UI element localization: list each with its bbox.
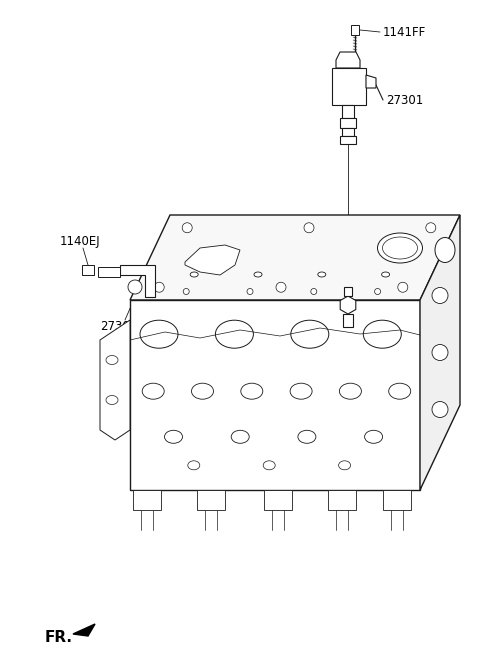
Polygon shape: [332, 68, 366, 105]
Ellipse shape: [106, 356, 118, 364]
Polygon shape: [366, 75, 376, 88]
Ellipse shape: [383, 237, 418, 259]
Text: FR.: FR.: [45, 631, 73, 646]
Ellipse shape: [363, 320, 401, 348]
Ellipse shape: [338, 461, 350, 470]
Polygon shape: [420, 215, 460, 490]
Circle shape: [276, 282, 286, 293]
Polygon shape: [340, 136, 356, 144]
FancyBboxPatch shape: [133, 490, 161, 510]
Text: 1141FF: 1141FF: [383, 25, 426, 38]
Circle shape: [432, 287, 448, 303]
Polygon shape: [340, 296, 356, 314]
Circle shape: [304, 223, 314, 233]
Circle shape: [247, 289, 253, 295]
FancyBboxPatch shape: [82, 265, 94, 275]
Circle shape: [154, 282, 164, 293]
Ellipse shape: [365, 430, 383, 444]
Ellipse shape: [188, 461, 200, 470]
FancyBboxPatch shape: [351, 25, 359, 35]
Circle shape: [426, 223, 436, 233]
Polygon shape: [120, 265, 155, 297]
Ellipse shape: [106, 395, 118, 405]
Ellipse shape: [389, 383, 411, 399]
Polygon shape: [344, 287, 352, 296]
Polygon shape: [130, 215, 460, 300]
Text: 1140EJ: 1140EJ: [60, 236, 101, 248]
Text: 10930A: 10930A: [386, 303, 431, 317]
Ellipse shape: [165, 430, 182, 444]
Ellipse shape: [318, 272, 326, 277]
Polygon shape: [185, 245, 240, 275]
Text: 27301: 27301: [386, 93, 423, 107]
Circle shape: [374, 289, 381, 295]
Ellipse shape: [142, 383, 164, 399]
Ellipse shape: [216, 320, 253, 348]
Circle shape: [311, 289, 317, 295]
Circle shape: [182, 223, 192, 233]
Ellipse shape: [263, 461, 275, 470]
Circle shape: [432, 401, 448, 417]
FancyBboxPatch shape: [383, 490, 411, 510]
Polygon shape: [340, 118, 356, 128]
Ellipse shape: [435, 238, 455, 262]
Ellipse shape: [241, 383, 263, 399]
Text: 27305: 27305: [100, 321, 137, 333]
Polygon shape: [100, 320, 130, 440]
Polygon shape: [130, 300, 420, 490]
Ellipse shape: [339, 383, 361, 399]
Circle shape: [432, 344, 448, 360]
FancyBboxPatch shape: [197, 490, 225, 510]
Ellipse shape: [382, 272, 390, 277]
Ellipse shape: [290, 383, 312, 399]
Ellipse shape: [254, 272, 262, 277]
Ellipse shape: [140, 320, 178, 348]
FancyBboxPatch shape: [328, 490, 356, 510]
Ellipse shape: [377, 233, 422, 263]
Polygon shape: [98, 267, 120, 277]
Polygon shape: [73, 624, 95, 636]
Polygon shape: [342, 128, 354, 136]
Ellipse shape: [231, 430, 249, 444]
Ellipse shape: [190, 272, 198, 277]
Circle shape: [128, 280, 142, 294]
Ellipse shape: [291, 320, 329, 348]
Polygon shape: [342, 105, 354, 118]
Ellipse shape: [298, 430, 316, 444]
FancyBboxPatch shape: [264, 490, 292, 510]
Ellipse shape: [192, 383, 214, 399]
Circle shape: [183, 289, 189, 295]
Circle shape: [398, 282, 408, 293]
Polygon shape: [336, 52, 360, 68]
Polygon shape: [343, 314, 353, 327]
